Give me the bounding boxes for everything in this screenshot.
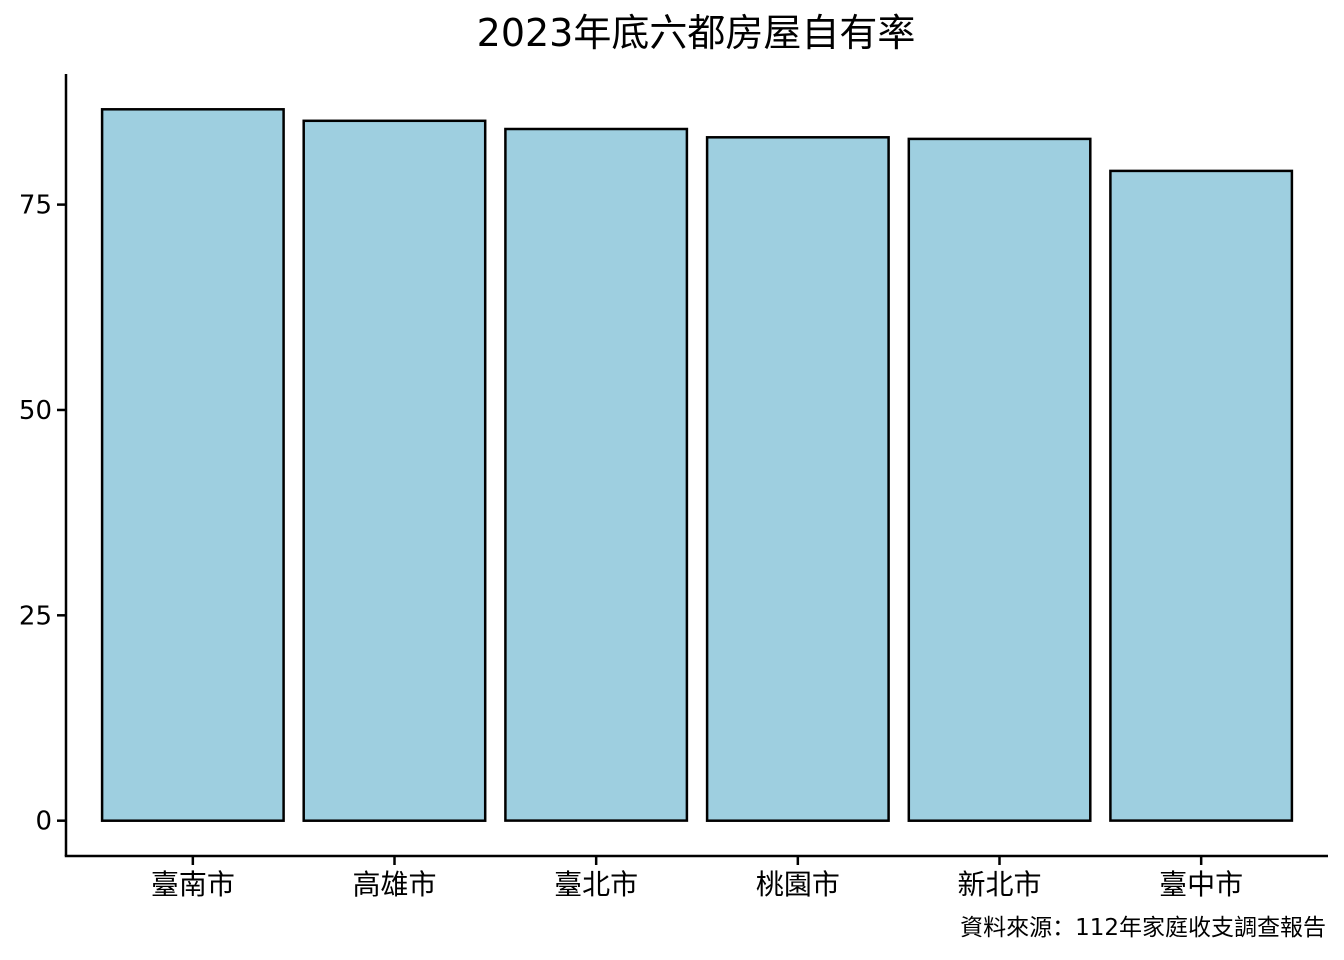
x-tick-label-3: 臺北市 xyxy=(554,868,638,901)
y-tick-label-25: 25 xyxy=(19,601,52,631)
y-tick-label-75: 75 xyxy=(19,191,52,221)
x-tick-label-2: 高雄市 xyxy=(352,868,436,901)
bar-1 xyxy=(100,108,285,822)
x-tick-label-5: 新北市 xyxy=(957,868,1041,901)
bar-5 xyxy=(907,137,1092,822)
y-tick-label-0: 0 xyxy=(35,807,52,837)
y-tick-label-50: 50 xyxy=(19,396,52,426)
bar-2 xyxy=(302,119,487,822)
x-tick-label-6: 臺中市 xyxy=(1159,868,1243,901)
chart-title: 2023年底六都房屋自有率 xyxy=(476,11,916,55)
x-tick-label-4: 桃園市 xyxy=(756,868,840,901)
bar-4 xyxy=(705,136,890,822)
chart-caption: 資料來源：112年家庭收支調查報告 xyxy=(960,915,1326,941)
bar-3 xyxy=(504,127,689,822)
bar-6 xyxy=(1109,169,1294,822)
x-tick-label-1: 臺南市 xyxy=(151,868,235,901)
